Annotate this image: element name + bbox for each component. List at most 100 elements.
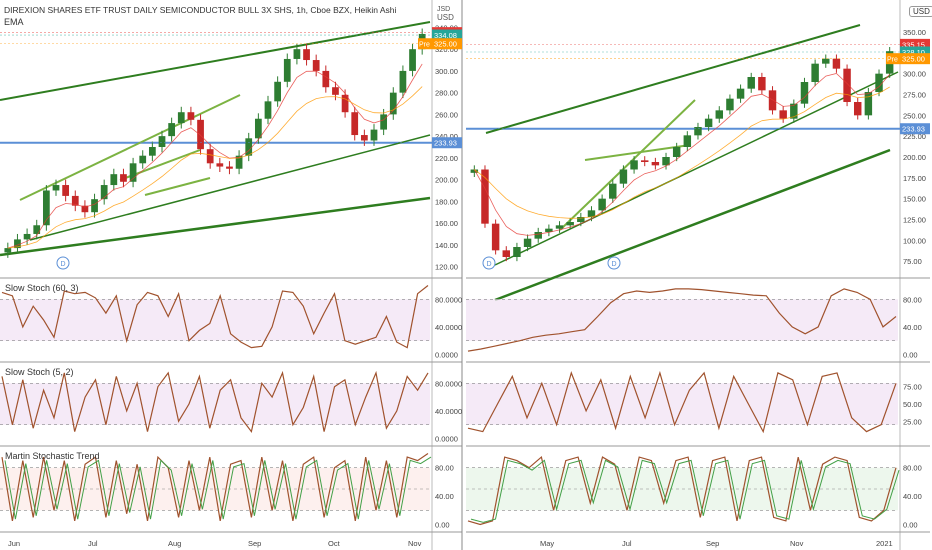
right-osc-signal-line-2	[470, 459, 900, 523]
left-candle	[322, 70, 330, 88]
right-price-tick-label: 75.00	[903, 257, 922, 266]
left-candle	[42, 190, 50, 226]
right-dividend-marker-text-2: D	[487, 261, 492, 268]
right-channel-line-1[interactable]	[494, 71, 899, 266]
left-channel-line-3[interactable]	[19, 94, 241, 201]
right-channel-line-0[interactable]	[485, 24, 861, 134]
right-channel-line-3[interactable]	[559, 99, 696, 231]
right-candle	[683, 135, 692, 147]
left-candle	[100, 185, 108, 200]
left-candle	[52, 185, 60, 191]
right-candle	[491, 223, 500, 251]
left-channel-line-2[interactable]	[0, 196, 431, 257]
right-osc-tick-label: 50.00	[903, 400, 922, 409]
left-price-tick-label: 260.00	[435, 110, 458, 119]
right-price-tick-label: 300.00	[903, 70, 926, 79]
right-ema-line-0	[473, 73, 891, 236]
left-channel-line-5[interactable]	[144, 177, 211, 196]
left-dividend-marker-icon[interactable]	[56, 256, 70, 270]
left-channel-line-1[interactable]	[29, 134, 431, 241]
right-price-badge	[900, 53, 930, 65]
left-candle	[245, 138, 253, 156]
right-time-label: May	[540, 539, 554, 548]
left-candle	[351, 112, 359, 136]
left-osc-tick-label: 40.00	[435, 492, 454, 501]
right-candle	[662, 157, 670, 166]
left-osc-tick-label: 40.0000	[435, 407, 462, 416]
right-osc-tick-label: 75.00	[903, 383, 922, 392]
right-candle	[694, 127, 702, 136]
left-osc-band-1	[0, 383, 430, 425]
left-candle	[33, 225, 41, 234]
left-candle	[303, 49, 310, 61]
left-candle	[177, 112, 185, 124]
panel-label-slow-stoch-5-2[interactable]: Slow Stoch (5, 2)	[5, 367, 74, 377]
panel-label-martin-stochastic-trend[interactable]: Martin Stochastic Trend	[5, 451, 100, 461]
right-channel-line-2[interactable]	[494, 148, 891, 302]
left-price-badge-text: 334.08	[434, 31, 457, 40]
right-candle	[577, 217, 585, 222]
right-channel-line-4[interactable]	[584, 144, 691, 161]
left-candle	[148, 147, 156, 156]
right-candle	[736, 88, 745, 99]
right-candle	[790, 103, 798, 119]
left-candle	[254, 118, 262, 139]
right-candle	[747, 77, 755, 89]
right-price-tick-label: 200.00	[903, 153, 926, 162]
right-candle	[545, 228, 553, 232]
left-osc-tick-label: 0.0000	[435, 351, 458, 360]
right-candle	[768, 90, 777, 111]
panel-label-slow-stoch-60-3[interactable]: Slow Stoch (60, 3)	[5, 283, 79, 293]
left-candle	[380, 114, 388, 130]
right-price-badge	[900, 38, 930, 50]
left-price-tick-label: 240.00	[435, 132, 458, 141]
right-osc-line-2	[467, 455, 897, 526]
right-candle	[800, 82, 809, 104]
left-ema-line-0	[7, 63, 423, 249]
right-candle	[651, 162, 660, 166]
left-price-tick-label: 160.00	[435, 219, 458, 228]
right-time-label: Sep	[706, 539, 719, 548]
left-price-badge	[432, 29, 462, 41]
left-pre-market-tag	[418, 38, 432, 50]
left-candle	[81, 205, 89, 213]
right-price-tick-label: 100.00	[903, 236, 926, 245]
left-candle	[370, 129, 378, 141]
right-candle	[481, 169, 489, 224]
right-candle	[619, 169, 628, 184]
right-price-badge-text: 233.93	[902, 125, 925, 134]
left-candle	[139, 155, 147, 164]
left-osc-tick-label: 80.0000	[435, 379, 462, 388]
right-dividend-marker-icon[interactable]	[607, 256, 621, 270]
left-dividend-marker-text: D	[61, 261, 66, 268]
right-candle	[555, 225, 564, 229]
left-candle	[129, 163, 137, 182]
left-price-tick-label: 120.00	[435, 263, 458, 272]
right-price-badge-text: 335.15	[902, 40, 925, 49]
right-price-badge-text: 325.00	[902, 55, 925, 64]
right-price-tick-label: 175.00	[903, 174, 926, 183]
left-candle	[91, 199, 98, 213]
left-osc-tick-label: 40.0000	[435, 323, 462, 332]
chart-title: DIREXION SHARES ETF TRUST DAILY SEMICOND…	[4, 5, 397, 15]
ema-indicator-label[interactable]: EMA	[4, 17, 24, 27]
currency-button-right[interactable]: USD	[909, 6, 932, 17]
right-candle	[853, 102, 862, 116]
right-candle	[822, 58, 830, 64]
left-price-badge	[432, 137, 462, 149]
right-candle	[715, 110, 724, 119]
left-price-tick-label: 280.00	[435, 89, 458, 98]
right-dividend-marker-icon-2[interactable]	[482, 256, 496, 270]
right-candle	[640, 160, 649, 162]
right-candle	[875, 73, 883, 92]
left-time-label: Jun	[8, 539, 20, 548]
left-candle	[341, 94, 349, 113]
left-channel-line-0[interactable]	[0, 21, 431, 101]
right-price-tick-label: 275.00	[903, 91, 926, 100]
left-price-badge	[432, 38, 462, 50]
right-candle	[502, 250, 511, 257]
right-candle	[726, 98, 734, 111]
right-time-label: 2021	[876, 539, 893, 548]
